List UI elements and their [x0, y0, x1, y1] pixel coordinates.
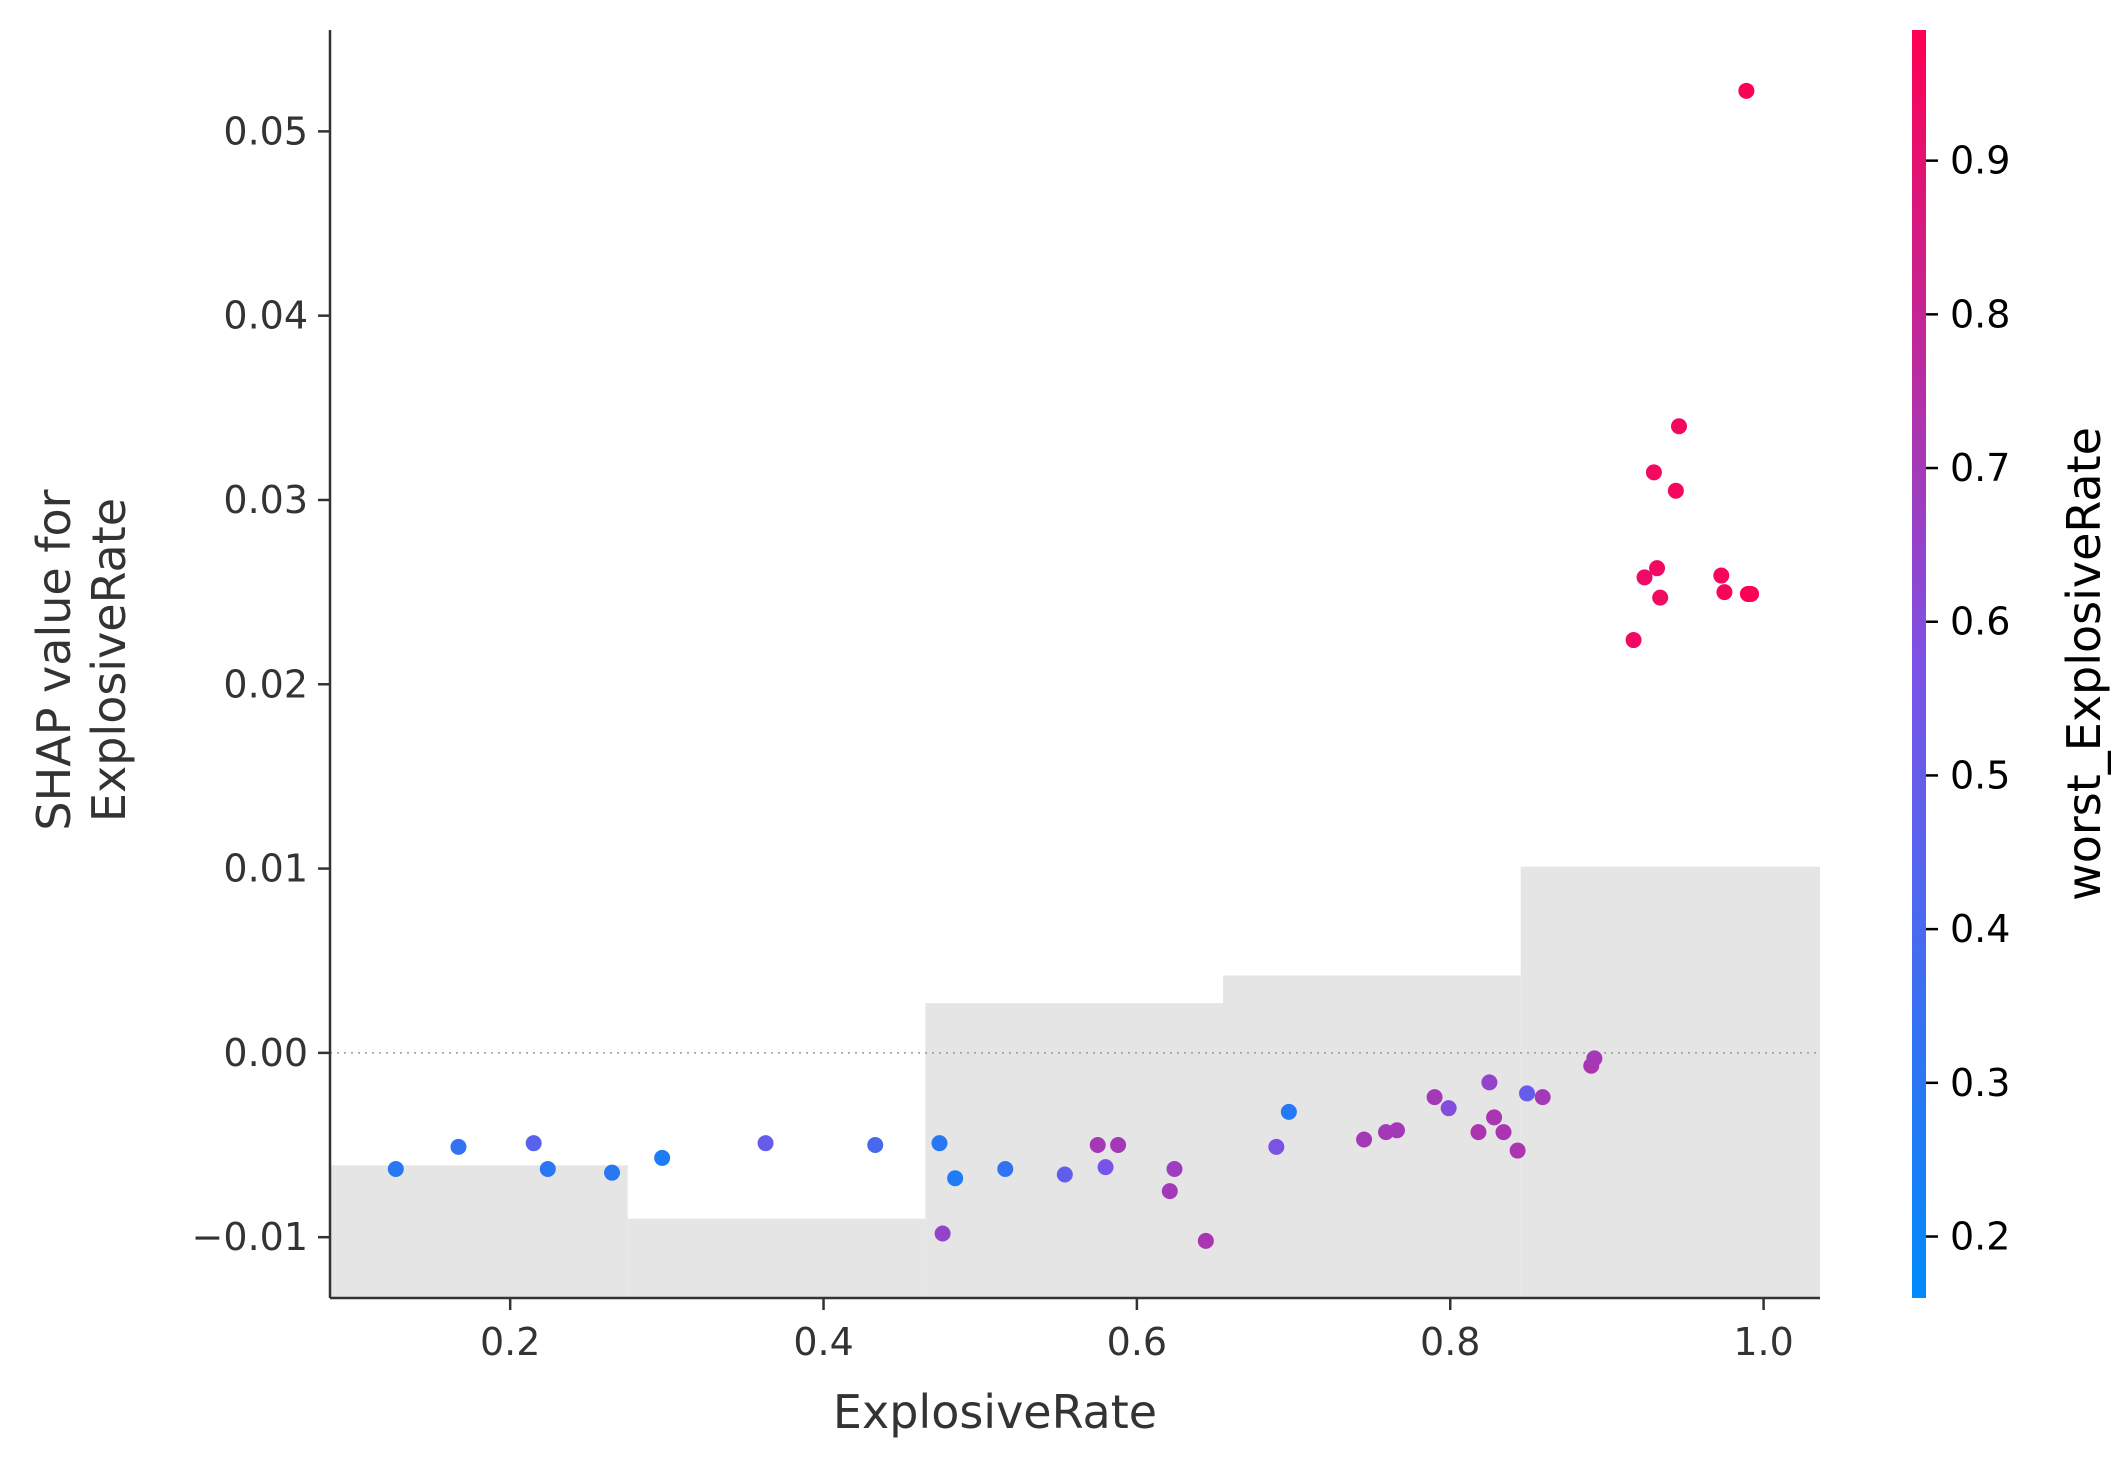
data-point-34	[1586, 1050, 1603, 1067]
histogram-bin-4	[1520, 866, 1820, 1298]
x-tick-label: 0.6	[1107, 1320, 1167, 1364]
data-point-0	[387, 1160, 404, 1177]
colorbar-ticks: 0.2 0.3 0.4 0.5 0.6 0.7 0.8 0.9	[1926, 139, 2010, 1259]
data-point-16	[1161, 1183, 1178, 1200]
data-point-9	[934, 1225, 951, 1242]
colorbar-tick-label: 0.4	[1950, 907, 2010, 951]
axes: 0.2 0.4 0.6 0.8 1.0 −0.01 0.00 0.01 0.02 0.03 0.04…	[192, 30, 1820, 1364]
data-point-5	[654, 1149, 671, 1166]
data-point-2	[525, 1135, 542, 1152]
data-point-35	[1625, 632, 1642, 649]
scatter-points	[387, 82, 1760, 1249]
data-point-14	[1097, 1159, 1114, 1176]
y-tick-label: 0.05	[223, 109, 308, 153]
data-point-26	[1470, 1124, 1487, 1141]
data-point-21	[1356, 1131, 1373, 1148]
data-point-42	[1713, 567, 1730, 584]
data-point-12	[1056, 1166, 1073, 1183]
y-tick-label: 0.03	[223, 478, 308, 522]
data-point-17	[1166, 1160, 1183, 1177]
histogram-bin-2	[925, 1003, 1224, 1298]
data-point-28	[1486, 1109, 1503, 1126]
data-point-18	[1197, 1232, 1214, 1249]
data-point-29	[1495, 1124, 1512, 1141]
data-point-36	[1636, 569, 1653, 586]
data-point-19	[1268, 1138, 1285, 1155]
y-tick-label: 0.04	[223, 294, 308, 338]
data-point-15	[1110, 1137, 1127, 1154]
y-tick-label: 0.02	[223, 662, 308, 706]
histogram-bin-3	[1223, 975, 1521, 1298]
x-tick-label: 1.0	[1733, 1320, 1793, 1364]
data-point-30	[1509, 1142, 1526, 1159]
x-tick-label: 0.4	[793, 1320, 853, 1364]
data-point-39	[1652, 589, 1669, 606]
data-point-1	[450, 1138, 467, 1155]
x-axis-label: ExplosiveRate	[833, 1385, 1157, 1439]
histogram-bin-1	[627, 1218, 926, 1298]
y-axis-label-line1: SHAP value for	[27, 489, 81, 830]
colorbar-tick-label: 0.6	[1950, 600, 2010, 644]
colorbar-tick-label: 0.7	[1950, 446, 2010, 490]
colorbar-label: worst_ExplosiveRate	[2057, 427, 2111, 901]
histogram-bin-0	[330, 1165, 628, 1298]
data-point-11	[997, 1160, 1014, 1177]
y-tick-label: 0.01	[223, 847, 308, 891]
colorbar-tick-label: 0.5	[1950, 753, 2010, 797]
y-tick-label: −0.01	[192, 1215, 308, 1259]
y-tick-label: 0.00	[223, 1031, 308, 1075]
data-point-23	[1388, 1122, 1405, 1139]
data-point-32	[1534, 1089, 1551, 1106]
data-point-3	[539, 1160, 556, 1177]
y-axis-label-line2: ExplosiveRate	[82, 498, 136, 822]
colorbar	[1912, 30, 1926, 1298]
feature-histogram	[330, 866, 1820, 1298]
data-point-44	[1738, 82, 1755, 99]
data-point-40	[1667, 482, 1684, 499]
data-point-31	[1519, 1085, 1536, 1102]
data-point-43	[1716, 584, 1733, 601]
data-point-27	[1481, 1074, 1498, 1091]
colorbar-tick-label: 0.3	[1950, 1061, 2010, 1105]
colorbar-tick-label: 0.8	[1950, 292, 2010, 336]
data-point-10	[947, 1170, 964, 1187]
x-tick-label: 0.2	[480, 1320, 540, 1364]
data-point-20	[1280, 1103, 1297, 1120]
data-point-24	[1426, 1089, 1443, 1106]
x-tick-label: 0.8	[1420, 1320, 1480, 1364]
data-point-8	[931, 1135, 948, 1152]
data-point-38	[1649, 560, 1666, 577]
data-point-13	[1089, 1137, 1106, 1154]
colorbar-tick-label: 0.9	[1950, 139, 2010, 183]
data-point-25	[1440, 1100, 1457, 1117]
data-point-7	[867, 1137, 884, 1154]
colorbar-tick-label: 0.2	[1950, 1215, 2010, 1259]
data-point-37	[1645, 464, 1662, 481]
data-point-46	[1743, 585, 1760, 602]
data-point-6	[757, 1135, 774, 1152]
data-point-4	[604, 1164, 621, 1181]
data-point-41	[1670, 418, 1687, 435]
